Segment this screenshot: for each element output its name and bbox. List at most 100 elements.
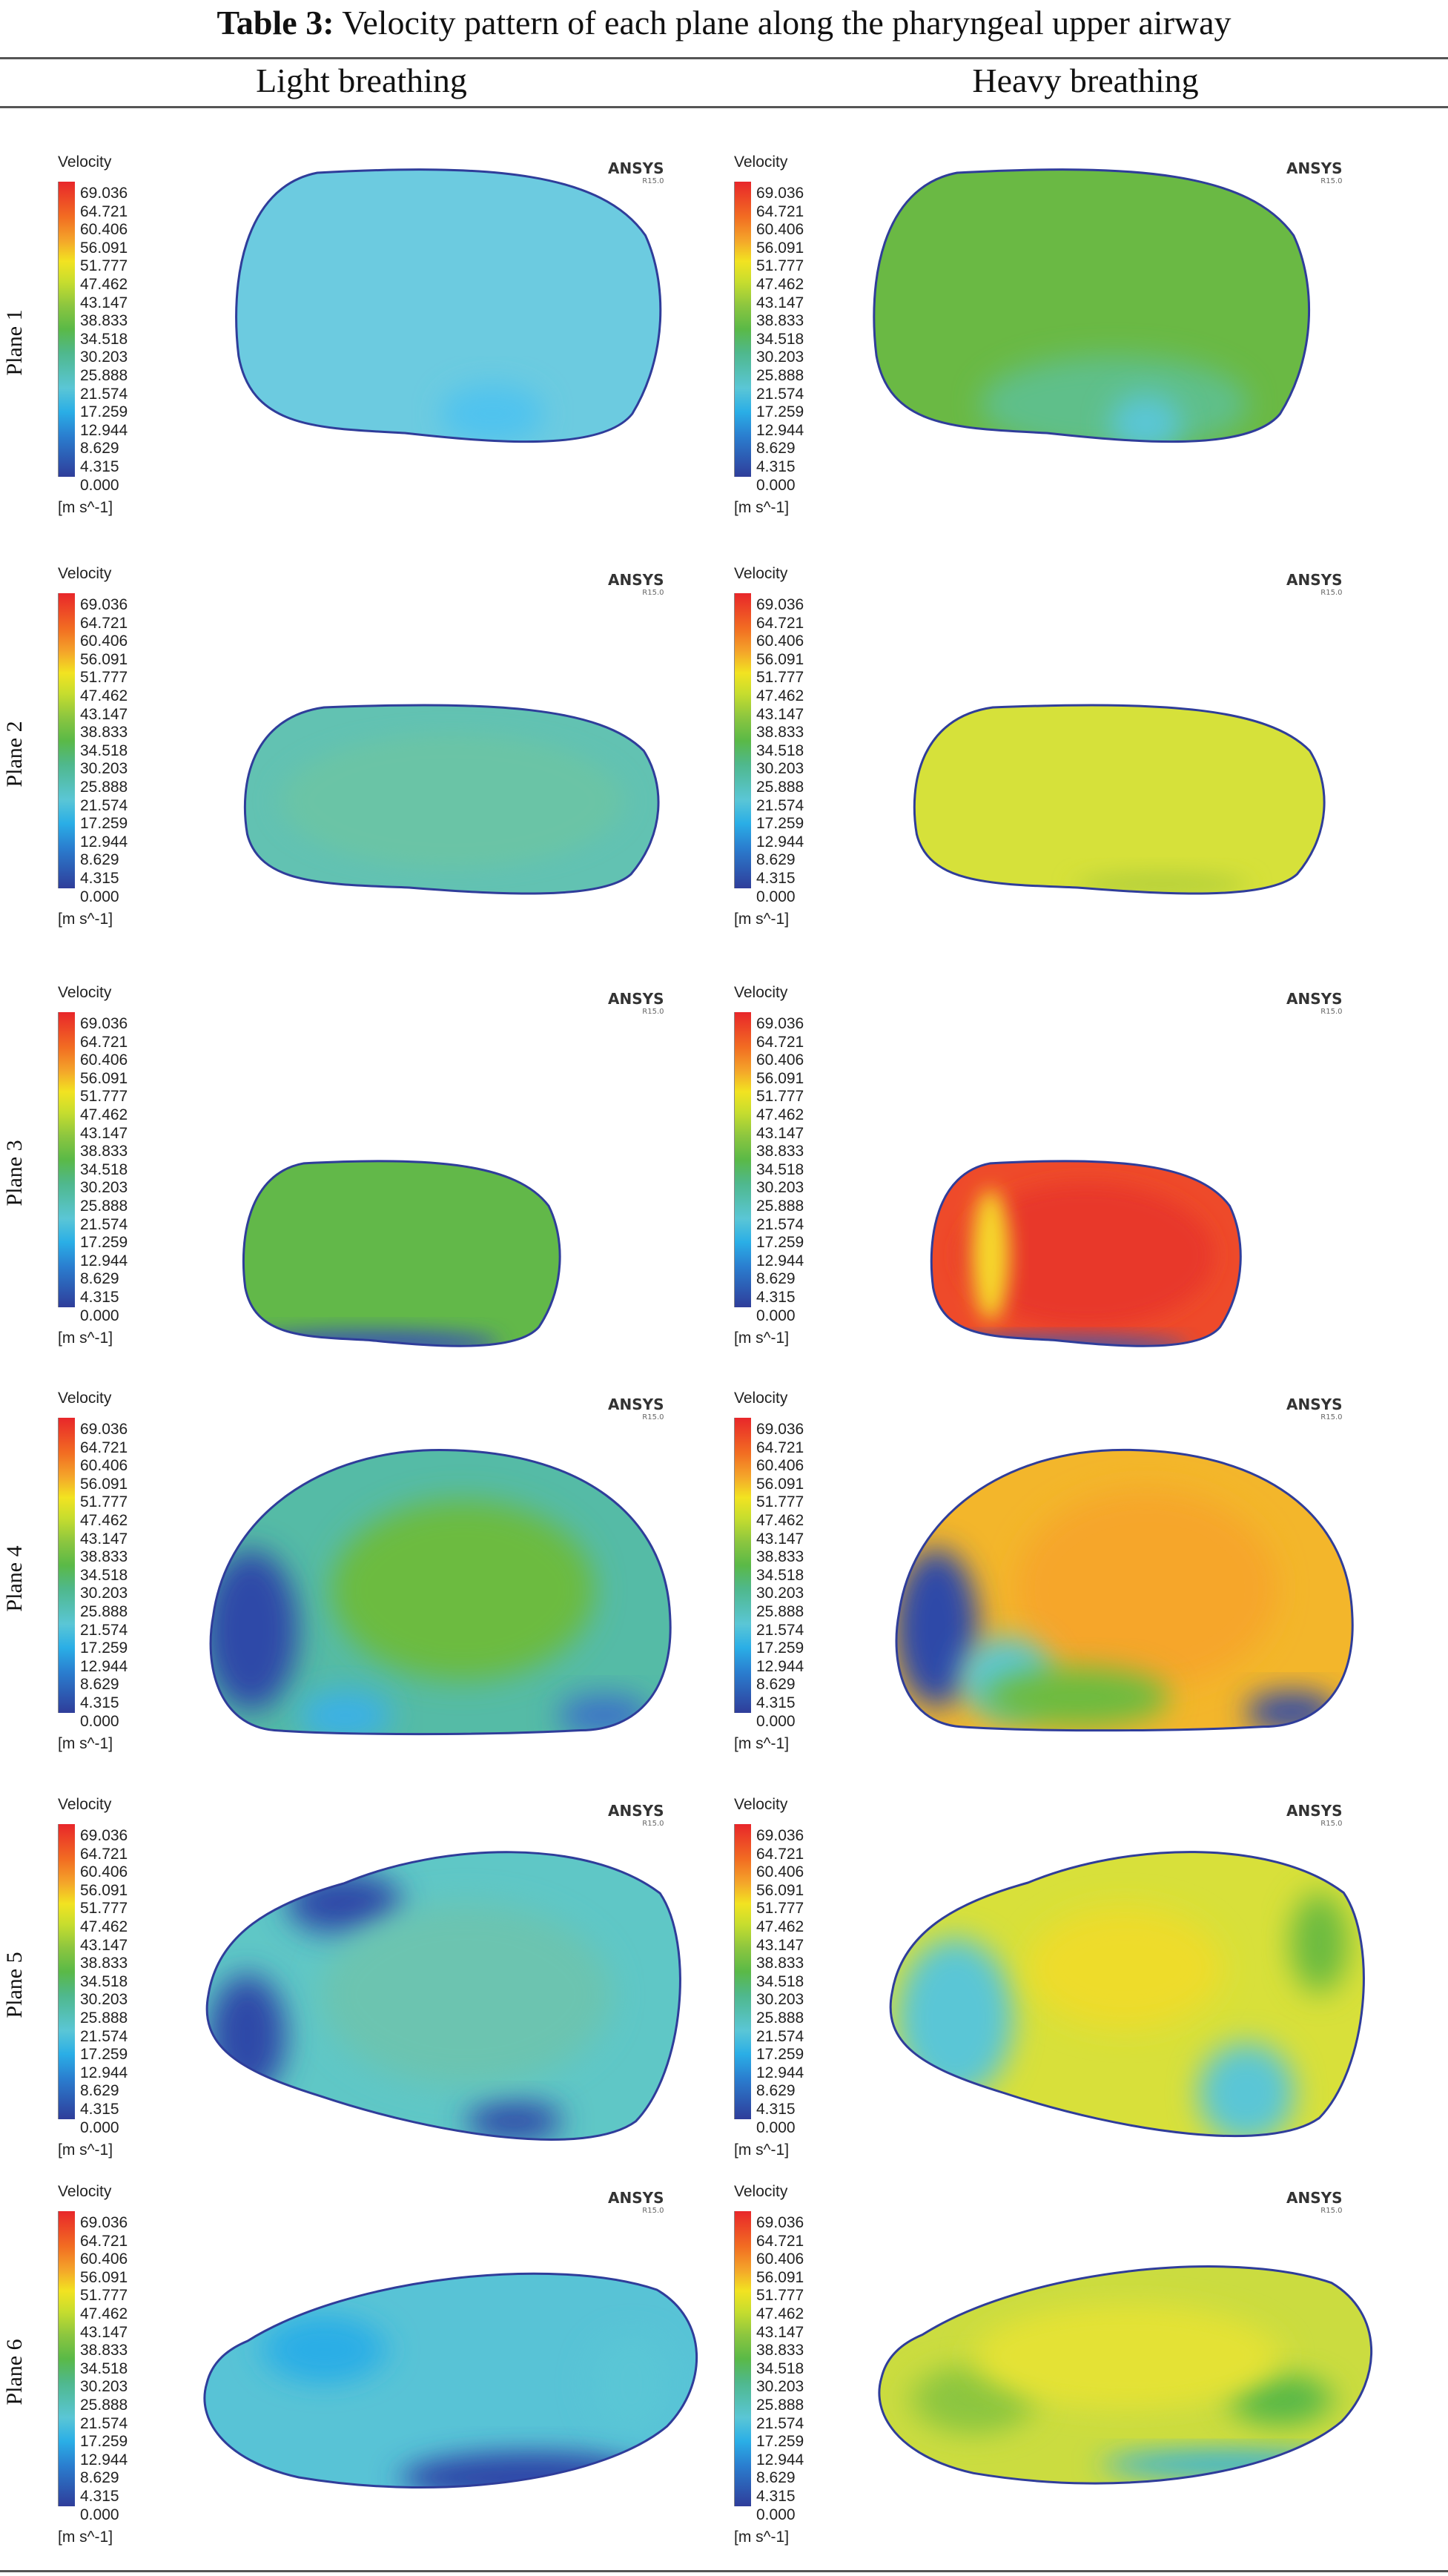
logo-version: R15.0 — [1320, 177, 1343, 185]
ansys-logo: ANSYS R15.0 — [608, 1802, 664, 1828]
legend-tick: 64.721 — [80, 1845, 128, 1863]
caption-label: Table 3: — [216, 4, 334, 42]
velocity-region — [466, 2101, 563, 2140]
color-scale-bar — [58, 2211, 75, 2506]
legend-tick: 38.833 — [80, 2342, 128, 2359]
legend-tick: 34.518 — [80, 1972, 128, 1990]
legend-tick: 21.574 — [756, 2027, 804, 2045]
legend-tick: 43.147 — [80, 2323, 128, 2341]
logo-text: ANSYS — [1286, 2189, 1343, 2207]
legend-tick: 34.518 — [756, 1972, 804, 1990]
legend-units: [m s^-1] — [58, 499, 113, 516]
legend-tick: 25.888 — [756, 366, 804, 384]
legend-tick: 8.629 — [80, 2082, 119, 2100]
legend-tick: 64.721 — [756, 1439, 804, 1456]
legend-tick: 56.091 — [756, 1881, 804, 1899]
legend-tick: 0.000 — [756, 888, 796, 905]
ansys-logo: ANSYS R15.0 — [608, 1396, 664, 1421]
logo-version: R15.0 — [1320, 1008, 1343, 1016]
legend-title: Velocity — [734, 153, 788, 171]
legend-title: Velocity — [58, 1796, 112, 1813]
legend-tick: 21.574 — [756, 2414, 804, 2432]
legend-tick: 8.629 — [80, 1270, 119, 1288]
legend-tick: 12.944 — [756, 1252, 804, 1269]
legend-tick: 51.777 — [80, 2287, 128, 2305]
wall-outline — [207, 1852, 680, 2140]
logo-text: ANSYS — [608, 571, 664, 589]
legend-units: [m s^-1] — [58, 1735, 113, 1752]
legend-tick: 56.091 — [80, 2268, 128, 2286]
color-scale-bar — [734, 1418, 751, 1713]
legend-tick: 0.000 — [756, 2118, 796, 2136]
legend-ticks: 69.036 64.721 60.406 56.091 51.777 47.462 43.1… — [80, 1015, 128, 1325]
legend-tick: 60.406 — [756, 221, 804, 239]
legend-tick: 12.944 — [756, 1657, 804, 1675]
ansys-logo: ANSYS R15.0 — [1286, 1802, 1343, 1828]
logo-version: R15.0 — [1320, 2207, 1343, 2215]
legend-tick: 8.629 — [756, 440, 796, 458]
legend-tick: 34.518 — [756, 1566, 804, 1584]
legend-tick: 8.629 — [80, 851, 119, 869]
color-scale-bar — [734, 2211, 751, 2506]
table-row: Plane 3 Velocity 69.036 64.721 60.406 56.091 5… — [0, 982, 1448, 1368]
legend-tick: 64.721 — [756, 2232, 804, 2250]
legend-tick: 69.036 — [80, 1015, 128, 1032]
logo-text: ANSYS — [1286, 159, 1343, 177]
contour-fill — [243, 1160, 561, 1347]
legend-tick: 69.036 — [80, 596, 128, 613]
legend-tick: 43.147 — [80, 1530, 128, 1548]
legend-tick: 30.203 — [80, 1179, 128, 1197]
legend-tick: 8.629 — [80, 440, 119, 458]
legend-tick: 12.944 — [80, 2451, 128, 2468]
legend-units: [m s^-1] — [734, 1735, 790, 1752]
velocity-region — [440, 385, 545, 442]
velocity-region — [262, 2315, 386, 2384]
legend-tick: 43.147 — [80, 1124, 128, 1142]
legend-title: Velocity — [58, 153, 112, 171]
legend-tick: 34.518 — [756, 1160, 804, 1178]
legend-tick: 47.462 — [80, 1918, 128, 1935]
legend-tick: 17.259 — [80, 1639, 128, 1657]
legend-tick: 69.036 — [80, 1421, 128, 1438]
ansys-logo: ANSYS R15.0 — [1286, 571, 1343, 597]
legend-tick: 4.315 — [80, 1288, 119, 1306]
logo-text: ANSYS — [608, 159, 664, 177]
table-row: Plane 2 Velocity 69.036 64.721 60.406 56.091 5… — [0, 564, 1448, 949]
legend-title: Velocity — [58, 984, 112, 1001]
velocity-region — [1290, 1892, 1349, 1993]
legend-ticks: 69.036 64.721 60.406 56.091 51.777 47.462 43.1… — [80, 1827, 128, 2137]
table-row: Plane 4 Velocity 69.036 64.721 60.406 56.091 5… — [0, 1388, 1448, 1774]
legend-title: Velocity — [734, 565, 788, 582]
legend-units: [m s^-1] — [58, 1330, 113, 1347]
velocity-region — [959, 1183, 1214, 1327]
color-scale-bar — [734, 1824, 751, 2119]
legend-tick: 56.091 — [80, 1881, 128, 1899]
legend-tick: 25.888 — [80, 2396, 128, 2414]
velocity-region — [590, 2332, 672, 2435]
legend-tick: 43.147 — [756, 1936, 804, 1954]
legend-tick: 8.629 — [80, 2469, 119, 2487]
ansys-logo: ANSYS R15.0 — [608, 571, 664, 597]
legend-tick: 17.259 — [756, 1234, 804, 1252]
plane-label: Plane 6 — [2, 2339, 27, 2405]
legend-tick: 34.518 — [756, 330, 804, 348]
wall-outline — [896, 1450, 1352, 1730]
color-scale-bar — [58, 593, 75, 888]
logo-text: ANSYS — [1286, 1802, 1343, 1820]
legend-tick: 8.629 — [756, 1270, 796, 1288]
legend-tick: 4.315 — [756, 2100, 796, 2118]
legend-tick: 25.888 — [80, 1602, 128, 1620]
velocity-region — [401, 2451, 657, 2488]
legend-tick: 21.574 — [756, 796, 804, 814]
color-scale-bar — [734, 1012, 751, 1307]
legend-tick: 30.203 — [756, 1179, 804, 1197]
legend-tick: 30.203 — [756, 2378, 804, 2396]
legend-tick: 38.833 — [756, 312, 804, 330]
ansys-logo: ANSYS R15.0 — [608, 2189, 664, 2215]
logo-text: ANSYS — [608, 990, 664, 1008]
plane-label: Plane 5 — [2, 1952, 27, 2018]
logo-version: R15.0 — [642, 589, 664, 597]
velocity-region — [1229, 2374, 1332, 2426]
velocity-region — [211, 1550, 298, 1711]
legend-tick: 8.629 — [756, 2082, 796, 2100]
